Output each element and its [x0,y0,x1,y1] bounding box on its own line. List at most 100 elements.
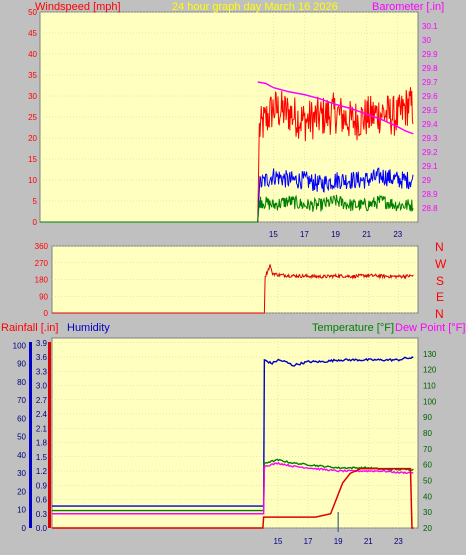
wind-tick-label: 40 [28,50,37,59]
humidity-axis-bar [29,342,32,528]
wind-tick-label: 20 [28,134,37,143]
time-tick-label: 15 [269,230,278,239]
rainfall-tick-label: 1.2 [36,467,48,476]
barometer-tick-label: 29.3 [422,134,438,143]
direction-label-n-top: N [435,240,444,254]
barometer-tick-label: 28.8 [422,204,438,213]
time-tick-label: 19 [331,230,340,239]
rainfall-tick-label: 3.6 [36,353,48,362]
direction-tick-label: 0 [44,309,49,318]
direction-tick-label: 270 [35,259,49,268]
rainfall-tick-label: 0.0 [36,524,48,533]
time-tick-label: 17 [300,230,309,239]
weather-plot-series [52,356,414,529]
humidity-tick-label: 80 [17,378,26,387]
barometer-tick-label: 30 [422,36,431,45]
weather-time-tick-label: 17 [304,537,313,546]
direction-label-w: W [435,257,447,271]
wind-avg-line [40,167,414,223]
temperature-tick-label: 110 [423,382,436,391]
windspeed-title: Windspeed [mph] [35,1,121,13]
temperature-tick-label: 130 [423,350,437,359]
wind-gust-line [40,87,414,223]
temperature-tick-label: 100 [423,397,437,406]
weather-time-tick-label: 23 [394,537,403,546]
rainfall-line [52,467,414,529]
rainfall-tick-label: 1.8 [36,439,48,448]
temperature-tick-label: 80 [423,429,432,438]
humidity-tick-label: 10 [17,506,26,515]
rainfall-tick-label: 2.1 [36,424,48,433]
barometer-tick-label: 29.8 [422,64,438,73]
humidity-tick-label: 100 [13,341,27,350]
temperature-tick-label: 120 [423,366,437,375]
wind-tick-label: 25 [28,113,37,122]
humidity-tick-label: 0 [22,524,27,533]
rainfall-tick-label: 1.5 [36,453,48,462]
rainfall-tick-label: 3.3 [36,367,48,376]
temperature-tick-label: 40 [423,492,432,501]
temperature-tick-label: 70 [423,445,432,454]
direction-tick-label: 360 [35,242,49,251]
humidity-tick-label: 90 [17,360,26,369]
temperature-tick-label: 60 [423,461,432,470]
time-tick-label: 23 [393,230,402,239]
humidity-tick-label: 50 [17,433,26,442]
humidity-tick-label: 40 [17,451,26,460]
humidity-tick-label: 60 [17,414,26,423]
rainfall-tick-label: 0.3 [36,510,48,519]
wind-tick-label: 50 [28,8,37,17]
barometer-tick-label: 29.6 [422,92,438,101]
barometer-title: Barometer [.in] [372,1,444,13]
direction-label-e: E [436,290,444,304]
rainfall-tick-label: 2.7 [36,396,48,405]
barometer-tick-label: 29.9 [422,50,438,59]
wind-tick-label: 5 [33,197,38,206]
direction-tick-label: 180 [35,276,49,285]
barometer-tick-label: 29.7 [422,78,438,87]
humidity-tick-label: 20 [17,487,26,496]
barometer-line [257,81,414,135]
barometer-tick-label: 29.2 [422,148,438,157]
temperature-tick-label: 20 [423,524,432,533]
direction-plot-axes: 0 90 180 270 360 [35,242,49,318]
wind-tick-label: 15 [28,155,37,164]
direction-label-s: S [436,274,444,288]
rainfall-title: Rainfall [.in] [1,322,58,334]
barometer-tick-label: 28.9 [422,190,438,199]
rainfall-tick-label: 3.0 [36,382,48,391]
direction-plot-series [52,264,414,314]
wind-tick-label: 0 [33,218,38,227]
barometer-tick-label: 29.1 [422,162,438,171]
dewpoint-title: Dew Point [°F] [395,322,465,334]
temperature-tick-label: 30 [423,508,432,517]
rainfall-tick-label: 0.9 [36,481,48,490]
humidity-title: Humidity [67,322,110,334]
rainfall-axis-bar [48,342,51,528]
direction-tick-label: 90 [39,292,48,301]
dewpoint-line [52,461,414,515]
weather-time-tick-label: 19 [334,537,343,546]
barometer-tick-label: 29.5 [422,106,438,115]
humidity-tick-label: 30 [17,469,26,478]
temperature-title: Temperature [°F] [312,322,394,334]
wind-tick-label: 10 [28,176,37,185]
wind-tick-label: 45 [28,29,37,38]
humidity-line [52,356,414,507]
wind-tick-label: 35 [28,71,37,80]
wind-plot-series [40,81,414,223]
temperature-line [52,458,414,512]
rainfall-tick-label: 3.9 [36,339,48,348]
wind-low-line [40,194,414,223]
wind-direction-line [52,264,414,314]
temperature-tick-label: 50 [423,477,432,486]
humidity-tick-label: 70 [17,396,26,405]
time-tick-label: 21 [362,230,371,239]
barometer-tick-label: 30.1 [422,22,438,31]
graph-title: 24 hour graph day March 16 2026 [172,1,338,13]
weather-plot-axes: 0.0 0.3 0.6 0.9 1.2 1.5 1.8 2.1 2.4 2.7 3.0 3.3 3.6 3… [13,339,437,546]
rainfall-tick-label: 0.6 [36,496,48,505]
direction-label-n-bottom: N [435,307,444,321]
rainfall-tick-label: 2.4 [36,410,48,419]
